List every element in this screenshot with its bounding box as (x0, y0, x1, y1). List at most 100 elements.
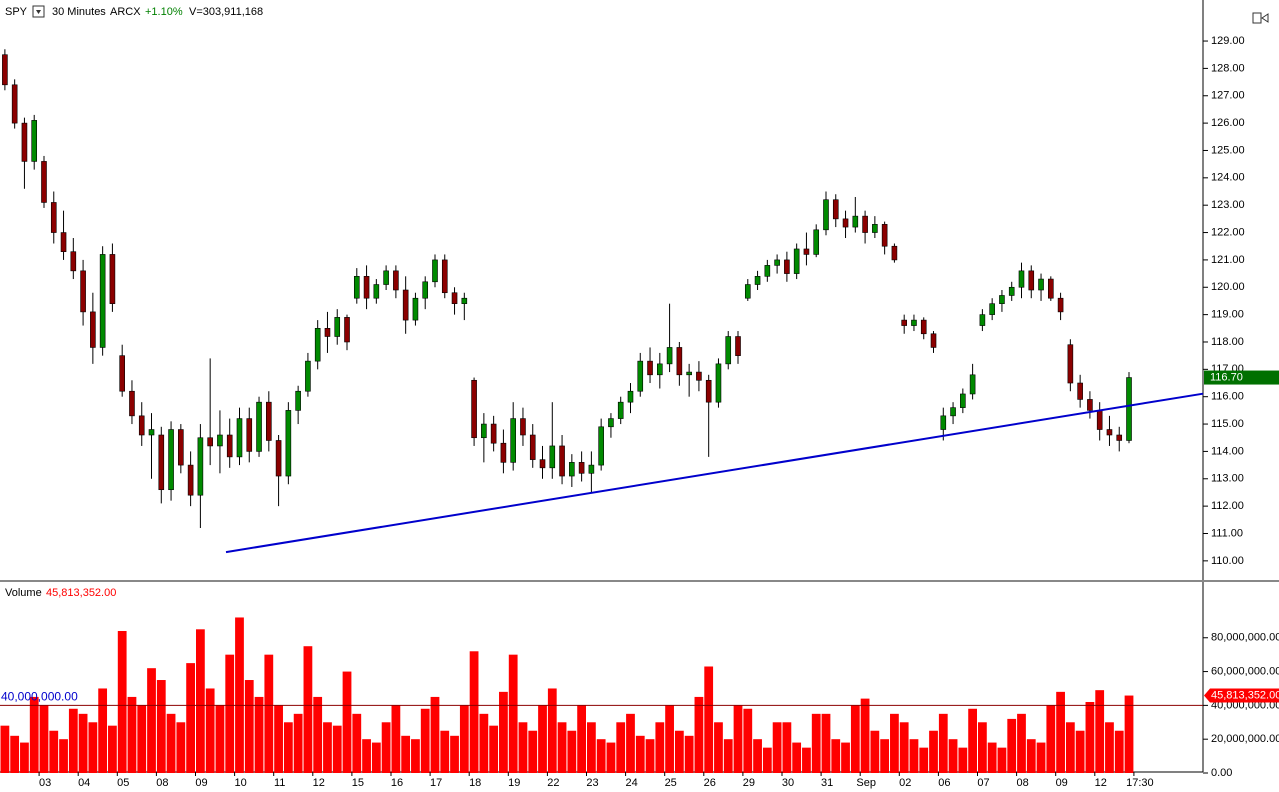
volume-bar (547, 688, 557, 773)
x-tick-label: 05 (117, 777, 129, 789)
candle-body (295, 390, 301, 411)
volume-bar (411, 739, 420, 773)
candle-body (872, 224, 878, 233)
x-tick-label: 04 (78, 777, 90, 789)
settings-icon[interactable] (1252, 12, 1262, 24)
volume-bar (674, 730, 684, 773)
volume-bar (557, 722, 567, 773)
candle-body (1126, 377, 1132, 441)
exchange: ARCX (110, 6, 141, 18)
candle-body (461, 297, 468, 304)
candle-body (432, 259, 438, 283)
candle-body (725, 336, 732, 365)
volume-bar (59, 739, 68, 773)
volume-bar (293, 713, 303, 773)
candle-body (246, 418, 253, 452)
volume-bar (841, 742, 850, 773)
volume-bar (156, 680, 166, 773)
volume-bar (381, 722, 391, 773)
volume-tick-label: 60,000,000.00 (1211, 665, 1279, 677)
x-tick-label: 12 (313, 777, 325, 789)
volume-reference-label: 40,000,000.00 (1, 690, 78, 704)
candle-body (920, 319, 927, 335)
candle-body (637, 360, 644, 392)
y-tick-label: 115.00 (1211, 418, 1244, 430)
x-tick-label: 16 (391, 777, 403, 789)
volume-bar (147, 668, 156, 773)
candle-body (666, 347, 673, 365)
last-volume-box (1204, 688, 1279, 703)
candle-body (99, 254, 106, 348)
change: +1.10% (145, 6, 183, 18)
candle-body (598, 426, 604, 466)
candle-body (50, 202, 57, 233)
volume-bar (39, 705, 49, 773)
candle-body (197, 437, 204, 496)
y-tick-label: 116.00 (1211, 391, 1244, 403)
candle-body (764, 265, 771, 277)
volume-bar (1046, 705, 1056, 773)
candle-body (969, 374, 976, 395)
candle-body (862, 215, 868, 233)
volume-bar (127, 696, 137, 773)
x-tick-label: 03 (39, 777, 51, 789)
x-tick-label: 18 (469, 777, 481, 789)
volume-bar (98, 688, 108, 773)
volume-bar (831, 739, 841, 773)
volume-bar (332, 725, 342, 773)
candle-body (60, 232, 67, 252)
candle-body (1038, 278, 1044, 291)
volume-bar (49, 730, 59, 773)
candle-body (305, 360, 311, 392)
candle-body (236, 418, 243, 458)
candle-body (744, 284, 751, 299)
volume-bar (1124, 695, 1134, 773)
candle-body (422, 281, 429, 299)
volume-bar (850, 705, 860, 773)
volume-bar (880, 739, 890, 773)
candle-body (383, 270, 389, 285)
x-tick-label: 10 (234, 777, 246, 789)
x-tick-label: 07 (977, 777, 989, 789)
y-tick-label: 118.00 (1211, 336, 1244, 348)
volume-bar (479, 713, 489, 773)
volume-bar (528, 730, 538, 773)
candle-body (481, 423, 487, 439)
y-tick-label: 121.00 (1211, 254, 1245, 266)
trendline (225, 392, 1204, 554)
candle-body (70, 251, 77, 272)
candle-body (334, 317, 341, 337)
volume-bar (929, 730, 938, 773)
candle-body (608, 418, 614, 428)
candle-body (187, 464, 194, 496)
candle-body (158, 434, 165, 491)
candle-body (989, 303, 995, 315)
volume-bar (616, 722, 626, 773)
y-tick-label: 125.00 (1211, 144, 1245, 156)
settings-icon-arrow (1261, 13, 1269, 23)
volume-bar (196, 629, 205, 773)
volume-bar (78, 713, 88, 773)
volume-bar (254, 696, 264, 773)
volume-bar (1105, 722, 1114, 773)
candle-body (490, 423, 497, 444)
x-tick-label: 08 (156, 777, 168, 789)
x-tick-label: 24 (625, 777, 637, 789)
volume-bar (665, 705, 674, 773)
volume-bar (811, 713, 821, 773)
volume-bar (1114, 730, 1124, 773)
volume-bar (1095, 690, 1105, 773)
volume-bar (772, 722, 782, 773)
candle-body (940, 415, 947, 430)
x-tick-label: 29 (743, 777, 755, 789)
candle-body (412, 297, 419, 321)
x-tick-label: 19 (508, 777, 520, 789)
x-tick-label: 09 (195, 777, 207, 789)
x-tick-label: 22 (547, 777, 559, 789)
y-tick-label: 127.00 (1211, 90, 1245, 102)
candle-body (1106, 429, 1113, 436)
volume-bar (88, 722, 98, 773)
